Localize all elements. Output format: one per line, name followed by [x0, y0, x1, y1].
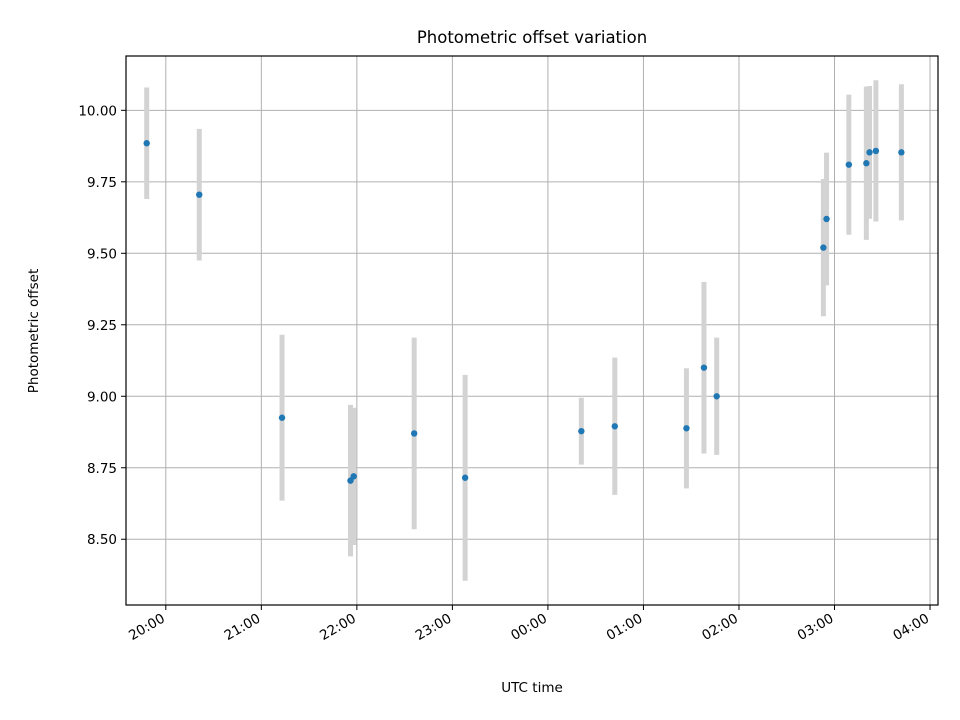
x-tick-label: 20:00 — [126, 611, 168, 644]
x-tick-label: 02:00 — [699, 611, 741, 644]
data-point — [196, 191, 203, 198]
y-tick-label: 9.50 — [87, 246, 117, 262]
data-point — [863, 160, 870, 167]
data-point — [683, 425, 690, 432]
x-tick-label: 03:00 — [795, 611, 837, 644]
x-axis-ticks: 20:00 21:00 22:00 23:00 00:00 01:00 02:00 03:00… — [126, 605, 932, 644]
data-point — [611, 423, 618, 430]
x-tick-label: 23:00 — [413, 611, 455, 644]
data-point — [820, 244, 827, 251]
data-point — [845, 161, 853, 168]
x-tick-label: 04:00 — [890, 611, 932, 644]
y-axis-ticks: 8.50 8.75 9.00 9.25 9.50 9.75 10.00 — [78, 103, 126, 548]
y-tick-label: 10.00 — [78, 103, 117, 119]
data-point — [410, 430, 418, 437]
data-point — [823, 215, 830, 223]
x-tick-label: 21:00 — [222, 611, 264, 644]
data-point — [578, 427, 585, 435]
data-point — [461, 474, 469, 481]
data-point — [866, 149, 873, 156]
data-point — [278, 414, 286, 421]
y-axis-label: Photometric offset — [26, 269, 42, 393]
y-tick-label: 9.00 — [87, 389, 117, 405]
data-point — [350, 473, 357, 480]
data-point — [872, 147, 880, 155]
y-tick-label: 8.50 — [87, 532, 117, 548]
x-tick-label: 00:00 — [508, 611, 550, 644]
data-points — [143, 140, 905, 484]
data-point — [713, 393, 720, 400]
grid — [126, 56, 938, 605]
x-tick-label: 01:00 — [604, 611, 646, 644]
y-tick-label: 9.75 — [87, 175, 117, 191]
data-point — [898, 149, 905, 156]
data-point — [143, 140, 150, 147]
x-tick-label: 22:00 — [317, 611, 359, 644]
x-axis-label: UTC time — [501, 680, 563, 696]
data-point — [700, 364, 708, 371]
error-bars — [144, 80, 904, 581]
y-tick-label: 8.75 — [87, 461, 117, 477]
plot-frame — [125, 55, 939, 606]
chart-title: Photometric offset variation — [417, 28, 647, 47]
y-tick-label: 9.25 — [87, 318, 117, 334]
